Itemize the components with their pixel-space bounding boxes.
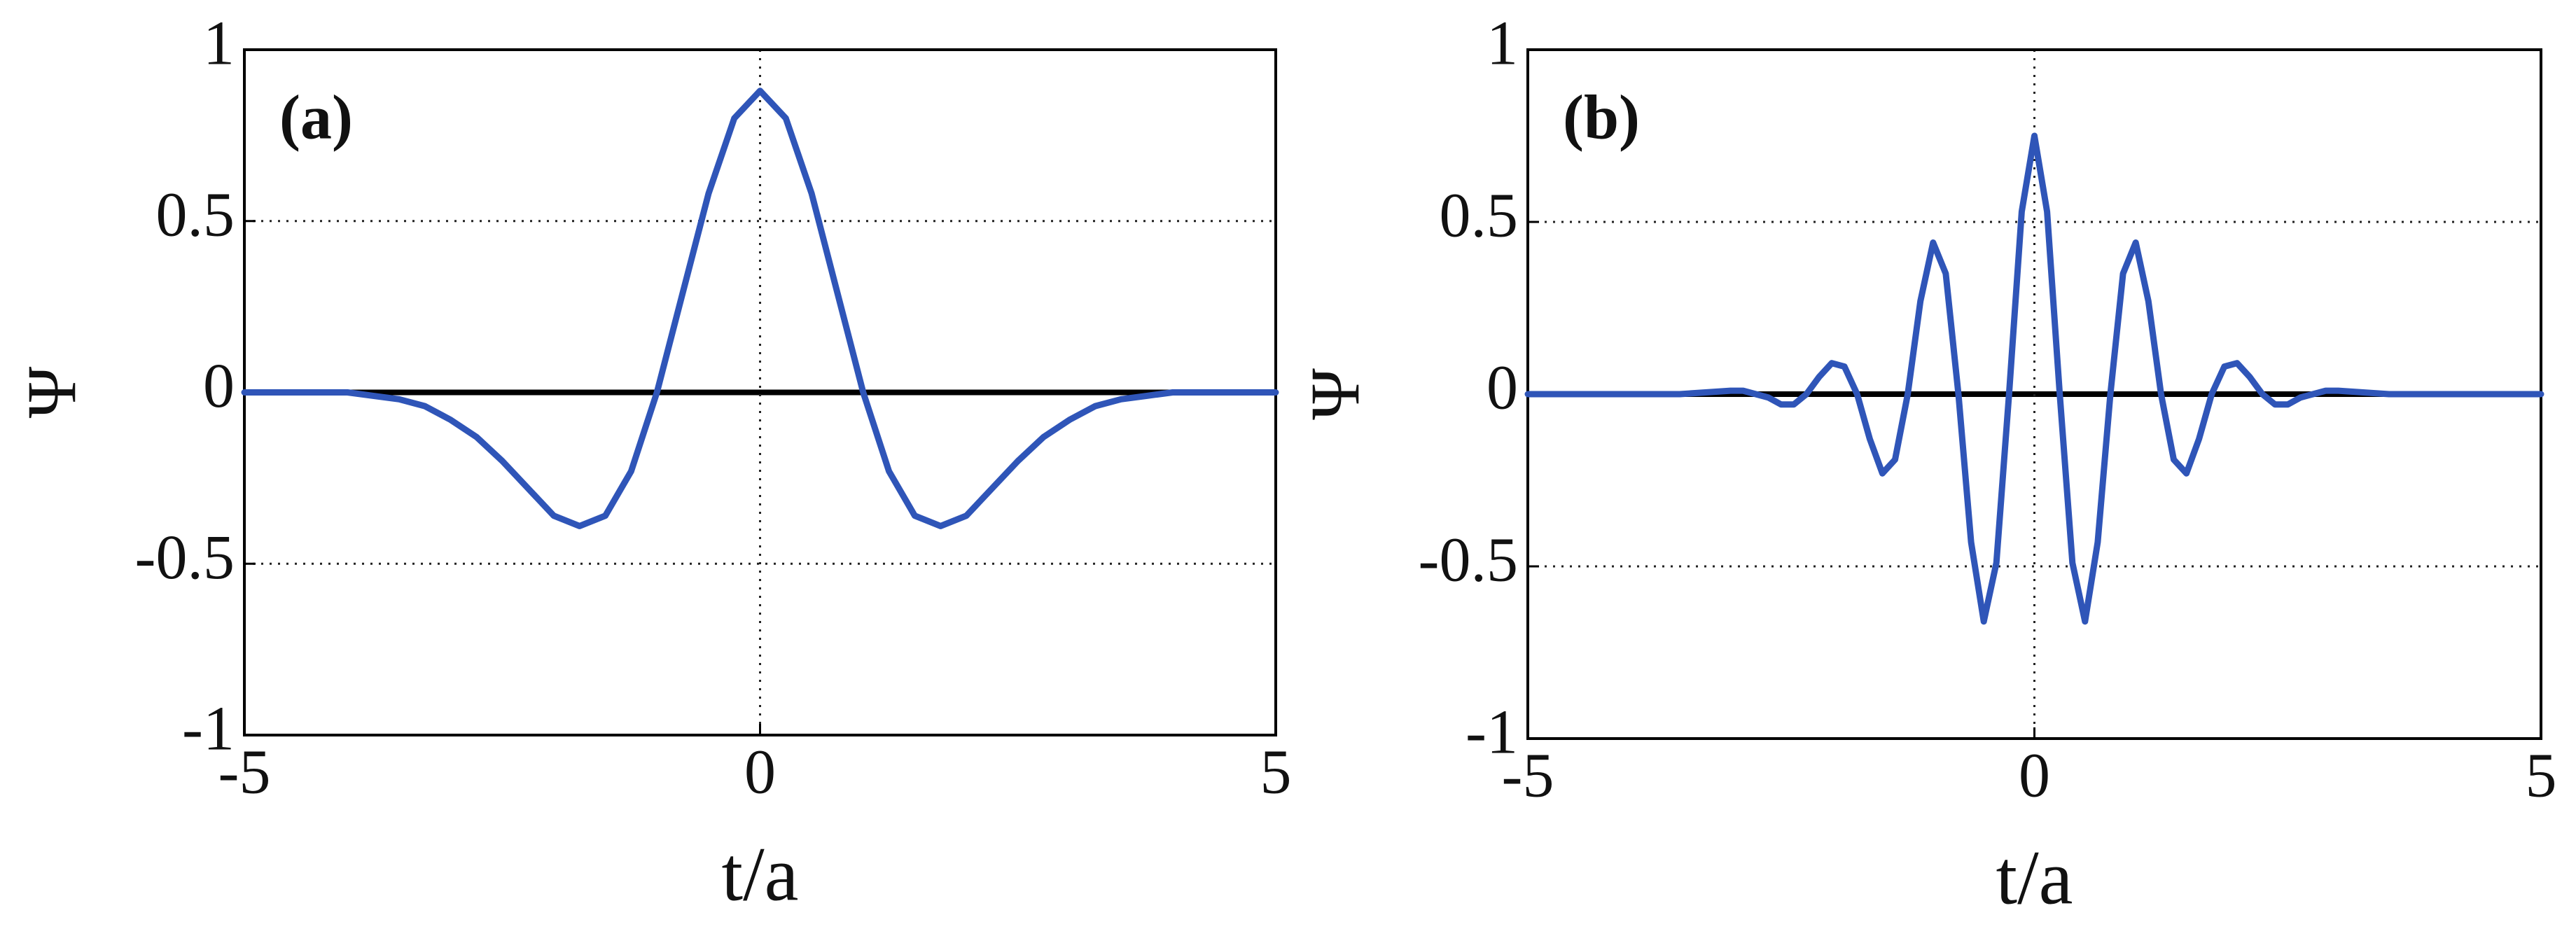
x-tick-label: 0	[744, 738, 776, 807]
y-tick-label: -1	[1465, 698, 1518, 767]
y-axis-title: Ψ	[13, 366, 90, 418]
x-tick-label: -5	[218, 738, 271, 807]
y-tick-label: 0	[203, 351, 235, 421]
y-tick-label: -0.5	[1419, 526, 1518, 595]
y-axis-title: Ψ	[1296, 368, 1374, 420]
y-tick-label: 0	[1487, 354, 1518, 423]
y-tick-label: -1	[182, 694, 235, 764]
x-tick-label: 0	[2019, 741, 2050, 811]
y-tick-label: 1	[1487, 9, 1518, 78]
panel-label: (b)	[1563, 83, 1640, 153]
y-tick-label: 1	[203, 9, 235, 78]
data-line	[1524, 132, 2544, 625]
x-tick-label: 5	[1260, 738, 1292, 807]
x-tick-label: 5	[2526, 741, 2557, 811]
x-tick-label: -5	[1502, 741, 1554, 811]
y-tick-label: -0.5	[135, 523, 235, 592]
x-axis-title: t/a	[1996, 834, 2073, 920]
y-tick-label: 0.5	[156, 180, 235, 249]
x-axis-title: t/a	[722, 831, 799, 916]
y-tick-label: 0.5	[1440, 181, 1519, 251]
panel-label: (a)	[279, 83, 353, 153]
data-line	[241, 88, 1279, 529]
